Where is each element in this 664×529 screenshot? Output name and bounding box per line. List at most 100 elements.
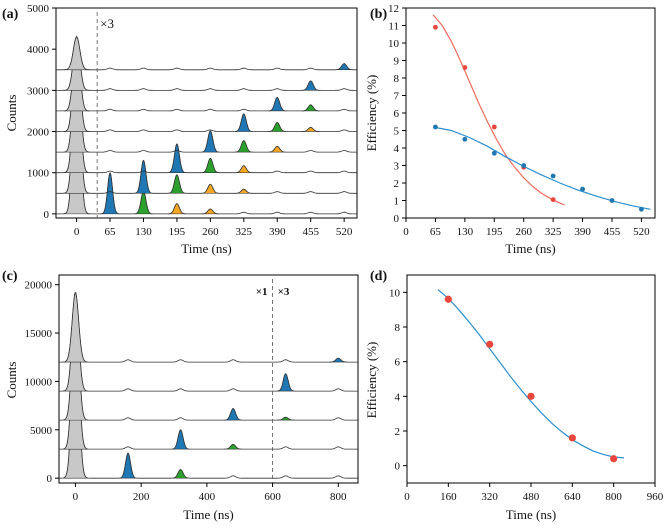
y-tick-label: 6 <box>394 108 400 120</box>
y-axis-label: Counts <box>4 362 19 399</box>
x-tick-label: 130 <box>457 226 474 238</box>
panel-label: (a) <box>2 7 19 22</box>
x-tick-label: 320 <box>481 491 498 503</box>
filled-peak <box>267 97 287 112</box>
x-tick-label: 325 <box>236 226 253 238</box>
plot-frame <box>55 7 358 219</box>
filled-peak <box>301 80 320 91</box>
panel-d: 0 160 320 480 640 800 960 0 2 4 6 8 10(d) Time (ns) Ef… <box>364 269 664 522</box>
data-point <box>550 197 556 203</box>
data-point <box>433 24 438 30</box>
x-tick-label: 65 <box>105 226 117 238</box>
x-tick-label: 520 <box>633 226 650 238</box>
data-point <box>462 136 468 142</box>
x-tick-label: 0 <box>403 226 409 238</box>
data-point <box>550 173 556 179</box>
y-tick-label: 2 <box>394 178 400 190</box>
x-axis-label: Time (ns) <box>505 241 555 256</box>
data-point <box>491 150 497 156</box>
y-tick-label: 3000 <box>27 85 50 97</box>
x-tick-label: 200 <box>133 491 150 503</box>
filled-peak <box>168 143 186 173</box>
trace-line <box>56 36 357 215</box>
scale-annotation: ×3 <box>100 16 114 31</box>
y-tick-label: 4000 <box>27 44 50 56</box>
trace-line <box>59 292 358 450</box>
panel-b: 0 65 130 195 260 325 390 455 5200123456789101112… <box>364 3 656 256</box>
filled-peak <box>301 104 320 112</box>
y-tick-label: 4 <box>394 143 400 155</box>
fit-curve <box>437 289 625 459</box>
y-axis-label: Counts <box>4 95 19 132</box>
y-tick-label: 6 <box>395 357 401 369</box>
x-tick-label: 195 <box>486 226 503 238</box>
x-axis-label: Time (ns) <box>183 507 233 522</box>
y-tick-label: 8 <box>394 73 400 85</box>
y-tick-label: 10000 <box>25 376 53 388</box>
data-point <box>610 455 618 463</box>
x-tick-label: 130 <box>135 226 152 238</box>
plot-frame <box>58 274 359 484</box>
y-tick-label: 15000 <box>25 328 53 340</box>
data-point <box>527 392 535 400</box>
y-tick-label: 20000 <box>25 280 53 292</box>
filled-peak <box>201 130 220 153</box>
data-point <box>462 65 468 70</box>
y-tick-label: 0 <box>395 461 401 473</box>
filled-peak <box>235 188 253 194</box>
filled-peak <box>276 373 295 392</box>
filled-peak <box>267 122 287 132</box>
filled-peak <box>235 140 253 153</box>
trace-line <box>59 292 358 392</box>
main-peak <box>62 292 88 363</box>
filled-peak <box>171 429 190 450</box>
trace-line <box>56 36 357 112</box>
filled-peak <box>168 203 186 215</box>
scale-annotation-left: ×1 <box>256 286 268 298</box>
y-tick-label: 5000 <box>30 425 53 437</box>
scale-annotation-right: ×3 <box>278 286 290 298</box>
data-point <box>609 198 615 203</box>
y-tick-label: 11 <box>388 21 399 33</box>
data-point <box>486 340 494 348</box>
y-tick-label: 5000 <box>27 3 50 15</box>
y-tick-label: 1 <box>394 196 400 208</box>
x-axis-label: Time (ns) <box>181 241 231 256</box>
y-tick-label: 4 <box>395 391 401 403</box>
panel-label: (d) <box>370 269 387 284</box>
data-point <box>639 206 644 212</box>
filled-peak <box>201 208 220 215</box>
y-tick-label: 12 <box>388 3 399 15</box>
x-tick-label: 390 <box>574 226 591 238</box>
x-tick-label: 390 <box>269 226 286 238</box>
plot-frame <box>406 274 656 484</box>
filled-peak <box>119 452 137 479</box>
filled-peak <box>171 469 190 479</box>
x-tick-label: 520 <box>336 226 353 238</box>
x-tick-label: 455 <box>604 226 621 238</box>
filled-peak <box>201 184 220 194</box>
fit-curve <box>433 126 651 210</box>
y-tick-label: 0 <box>394 213 400 225</box>
x-tick-label: 260 <box>515 226 532 238</box>
y-tick-label: 0 <box>44 209 50 221</box>
x-tick-label: 195 <box>169 226 186 238</box>
trace-line <box>56 35 357 153</box>
trace-line <box>56 35 357 174</box>
main-peak <box>63 36 90 71</box>
x-tick-label: 455 <box>302 226 319 238</box>
filled-peak <box>224 408 242 421</box>
data-point <box>444 295 452 303</box>
x-tick-label: 0 <box>74 226 80 238</box>
filled-peak <box>168 174 186 194</box>
filled-peak <box>335 63 354 71</box>
filled-peak <box>267 146 287 153</box>
y-tick-label: 5 <box>394 126 400 138</box>
x-tick-label: 480 <box>523 491 540 503</box>
y-tick-label: 8 <box>395 322 401 334</box>
x-axis-label: Time (ns) <box>506 507 556 522</box>
data-point <box>580 186 585 192</box>
trace-line <box>56 36 357 91</box>
y-tick-label: 2 <box>395 426 401 438</box>
